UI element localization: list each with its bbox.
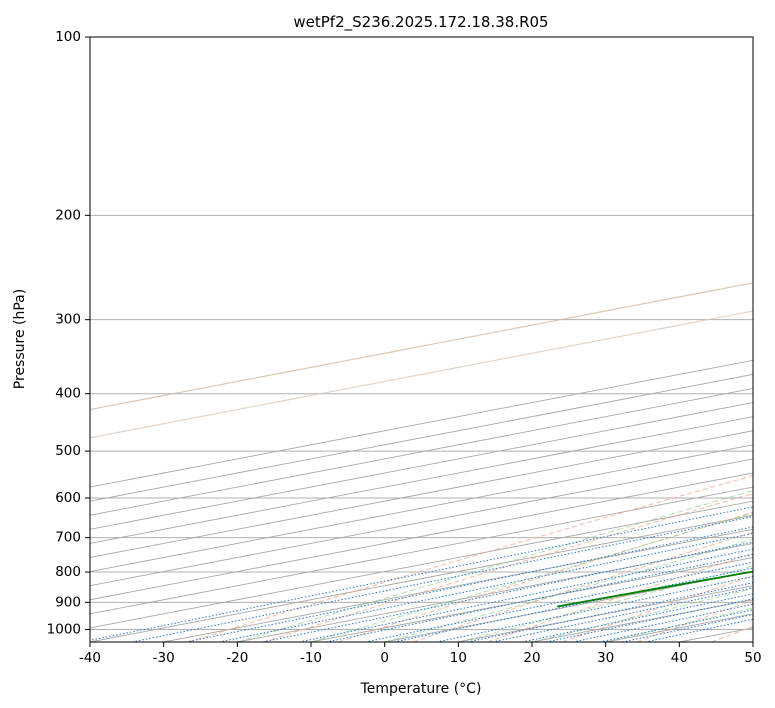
y-tick-label: 200 bbox=[55, 207, 81, 223]
mixing-ratio-line bbox=[546, 598, 753, 642]
x-tick-label: -40 bbox=[79, 650, 101, 666]
y-tick-label: 900 bbox=[55, 594, 81, 610]
x-axis-label: Temperature (°C) bbox=[360, 681, 482, 697]
mixing-ratio-line bbox=[572, 603, 753, 642]
y-tick-label: 300 bbox=[55, 312, 81, 328]
x-tick-label: 10 bbox=[450, 650, 467, 666]
isotherm-line bbox=[90, 458, 753, 587]
isotherm-line bbox=[90, 430, 753, 558]
dry-adiabat bbox=[487, 552, 753, 642]
plot-frame bbox=[89, 36, 754, 643]
mixing-ratio-line bbox=[599, 609, 753, 642]
mixing-ratio-line bbox=[90, 506, 753, 641]
x-tick-label: -20 bbox=[226, 650, 248, 666]
y-tick-label: 600 bbox=[55, 490, 81, 506]
y-tick-label: 1000 bbox=[47, 621, 81, 637]
x-tick-label: -10 bbox=[300, 650, 322, 666]
chart-title: wetPf2_S236.2025.172.18.38.R05 bbox=[293, 13, 548, 32]
isotherm-line bbox=[90, 486, 753, 615]
x-tick-label: 50 bbox=[744, 650, 761, 666]
isotherm-line bbox=[90, 472, 753, 601]
x-tick-label: 0 bbox=[380, 650, 389, 666]
x-tick-label: 30 bbox=[597, 650, 614, 666]
y-tick-label: 800 bbox=[55, 564, 81, 580]
y-tick-label: 400 bbox=[55, 386, 81, 402]
x-tick-label: 20 bbox=[523, 650, 540, 666]
mixing-ratio-line bbox=[299, 548, 753, 642]
dry-adiabat bbox=[338, 511, 753, 642]
isotherm-line bbox=[90, 500, 753, 629]
mixing-ratio-line bbox=[185, 526, 753, 642]
axes: -40 -30 -20 -10 0 10 20 30 40 50 100 200 300 400 500 60… bbox=[47, 29, 762, 666]
y-tick-label: 500 bbox=[55, 443, 81, 459]
y-tick-label: 700 bbox=[55, 530, 81, 546]
x-tick-label: -30 bbox=[153, 650, 175, 666]
y-tick-label: 100 bbox=[55, 29, 81, 45]
isotherm-line bbox=[163, 528, 753, 642]
mixing-ratio-line bbox=[262, 541, 753, 642]
mixing-ratio-line bbox=[365, 561, 753, 642]
y-axis-label: Pressure (hPa) bbox=[12, 289, 28, 389]
mixing-ratio-line bbox=[325, 553, 753, 642]
dry-adiabat bbox=[263, 492, 753, 642]
moist-adiabat bbox=[237, 490, 753, 642]
background-lines bbox=[90, 37, 753, 642]
isotherm-line bbox=[90, 444, 753, 573]
x-tick-label: 40 bbox=[671, 650, 688, 666]
isotherm-line bbox=[90, 514, 753, 642]
dry-adiabat bbox=[188, 474, 753, 642]
isotherm-line bbox=[90, 416, 753, 544]
